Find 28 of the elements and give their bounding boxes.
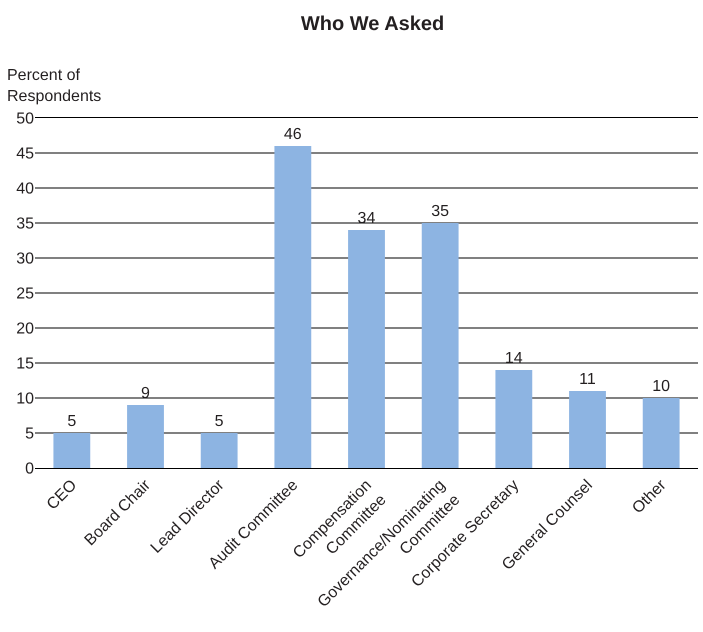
data-label: 46 [284,126,302,143]
bar [274,146,312,468]
y-tick-label: 10 [16,390,34,408]
y-tick-label: 0 [25,460,34,478]
y-tick-label: 5 [25,426,34,443]
bar [53,433,90,468]
bar [200,433,238,468]
data-label: 10 [652,378,670,395]
y-tick-label: 20 [16,320,34,338]
bar [348,230,385,468]
bar [642,398,680,468]
y-axis-title: Percent of Respondents [7,67,102,105]
bar [569,391,606,468]
bar [127,405,164,468]
y-tick-label: 30 [16,250,34,268]
y-tick-label: 40 [16,180,34,198]
data-label: 35 [431,203,450,220]
bar [422,223,459,468]
y-tick-label: 50 [16,110,34,128]
y-tick-label: 25 [16,286,34,303]
y-tick-label: 35 [16,216,34,233]
data-label: 5 [214,413,224,430]
data-label: 11 [579,371,596,388]
bar [495,370,532,468]
chart-title: Who We Asked [300,12,444,35]
data-label: 5 [67,413,76,430]
y-tick-label: 15 [16,356,34,373]
y-tick-label: 45 [16,146,34,163]
